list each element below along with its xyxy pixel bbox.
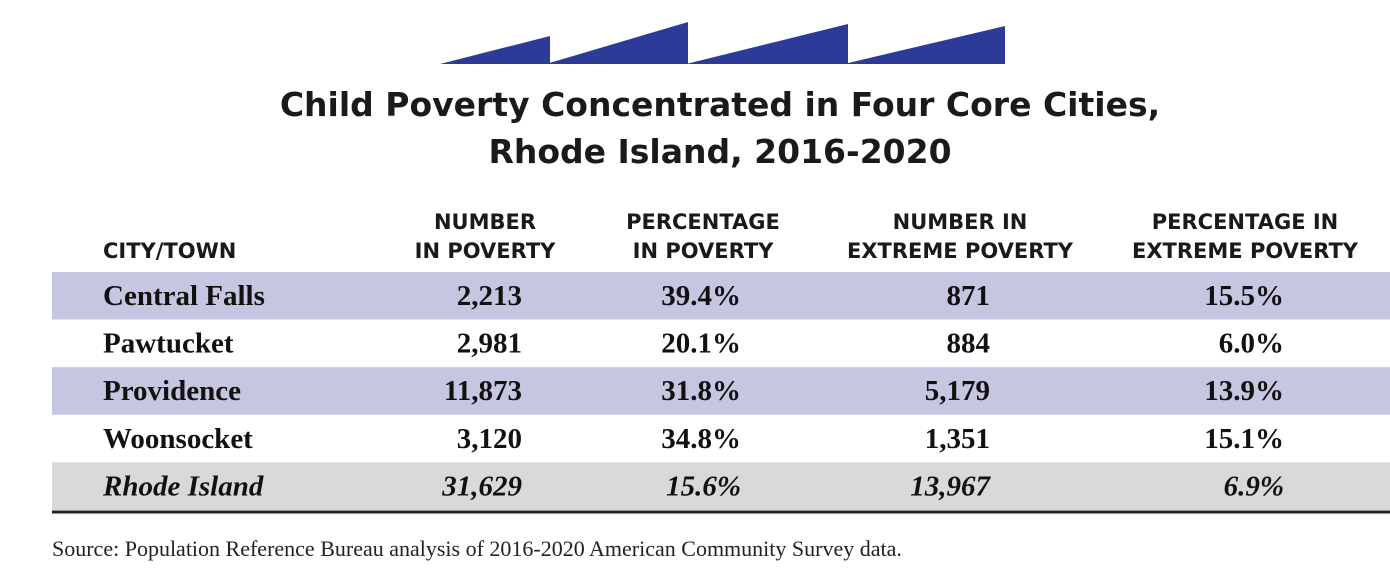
row-band xyxy=(52,272,1390,320)
row-label: Woonsocket xyxy=(103,423,253,455)
source: Source: Population Reference Bureau anal… xyxy=(52,536,902,561)
cell-value: 871 xyxy=(947,280,991,312)
row-label: Providence xyxy=(103,375,241,407)
cell-value: 13.9% xyxy=(1204,375,1284,407)
row-label: Central Falls xyxy=(103,280,265,312)
decoration xyxy=(440,22,1005,64)
title: Rhode Island, 2016-2020 xyxy=(488,132,951,171)
cell-value: 1,351 xyxy=(925,423,990,455)
column-header: NUMBER IN xyxy=(893,210,1028,234)
column-header: IN POVERTY xyxy=(633,239,775,263)
cell-value: 39.4% xyxy=(661,280,741,312)
column-header: PERCENTAGE xyxy=(626,210,780,234)
column-header: IN POVERTY xyxy=(415,239,557,263)
cell-value: 15.1% xyxy=(1204,423,1284,455)
cell-value: 884 xyxy=(947,328,991,360)
cell-value: 2,213 xyxy=(457,280,522,312)
cell-value: 6.0% xyxy=(1219,328,1284,360)
cell-value: 6.9% xyxy=(1224,470,1284,502)
cell-value: 3,120 xyxy=(457,423,522,455)
row-label: Rhode Island xyxy=(102,470,264,502)
cell-value: 15.6% xyxy=(666,470,741,502)
cell-value: 20.1% xyxy=(661,328,741,360)
column-header: EXTREME POVERTY xyxy=(1132,239,1359,263)
column-header: PERCENTAGE IN xyxy=(1152,210,1338,234)
table: CITY/TOWN NUMBER IN POVERTY PERCENTAGE IN PO… xyxy=(52,210,1390,514)
cell-value: 5,179 xyxy=(925,375,990,407)
cell-value: 2,981 xyxy=(457,328,522,360)
row-label: Pawtucket xyxy=(103,328,234,360)
cell-value: 31,629 xyxy=(441,470,522,502)
cell-value: 11,873 xyxy=(444,375,522,407)
cell-value: 34.8% xyxy=(661,423,741,455)
column-header: NUMBER xyxy=(434,210,536,234)
cell-value: 13,967 xyxy=(910,470,991,502)
column-header: EXTREME POVERTY xyxy=(847,239,1074,263)
column-header: CITY/TOWN xyxy=(103,239,236,263)
cell-value: 31.8% xyxy=(661,375,741,407)
row-band xyxy=(52,414,1390,463)
row-band xyxy=(52,319,1390,368)
row-band xyxy=(52,367,1390,415)
title: Child Poverty Concentrated in Four Core … xyxy=(280,85,1160,124)
row-band xyxy=(52,462,1390,510)
cell-value: 15.5% xyxy=(1204,280,1284,312)
